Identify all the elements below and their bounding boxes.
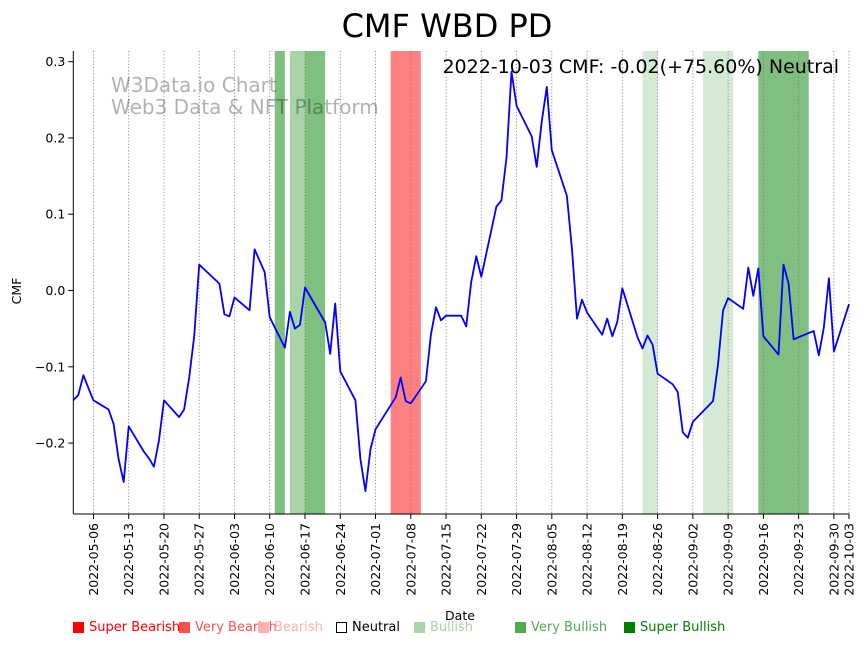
legend-label: Very Bullish [531, 620, 608, 635]
x-tick-label: 2022-07-22 [474, 523, 489, 596]
legend-item-bullish: Bullish [414, 620, 473, 635]
watermark-line-1: W3Data.io Chart [111, 73, 277, 97]
signal-bands [274, 51, 809, 514]
x-tick-label: 2022-06-17 [298, 523, 313, 596]
x-tick-label: 2022-07-08 [403, 523, 418, 596]
legend-item-super-bearish: Super Bearish [73, 620, 180, 635]
x-tick-label: 2022-07-15 [439, 523, 454, 596]
latest-value-annotation: 2022-10-03 CMF: -0.02(+75.60%) Neutral [442, 56, 839, 78]
legend-swatch [414, 622, 425, 633]
y-tick-label: 0.3 [45, 54, 65, 69]
y-tick-label: 0.1 [45, 207, 65, 222]
y-tick-label: −0.2 [35, 436, 65, 451]
x-tick-label: 2022-08-12 [580, 523, 595, 596]
legend-label: Super Bullish [640, 620, 726, 635]
x-tick-label: 2022-09-30 [826, 523, 841, 596]
legend-label: Bullish [430, 620, 474, 635]
y-tick-label: 0.0 [45, 283, 65, 298]
legend-swatch [179, 622, 190, 633]
x-tick-label: 2022-09-23 [791, 523, 806, 596]
legend-swatch [73, 622, 84, 633]
band-very-bullish [758, 51, 809, 514]
legend-label: Bearish [274, 620, 323, 635]
x-tick-label: 2022-05-13 [121, 523, 136, 596]
band-bullish [289, 51, 306, 514]
legend-item-very-bearish: Very Bearish [179, 620, 277, 635]
legend-swatch [624, 622, 635, 633]
legend-swatch [336, 622, 347, 633]
legend-item-bearish: Bearish [258, 620, 323, 635]
x-axis-label: Date [445, 608, 475, 623]
x-tick-label: 2022-10-03 [842, 523, 857, 596]
legend-item-very-bullish: Very Bullish [515, 620, 607, 635]
x-tick-label: 2022-09-02 [685, 523, 700, 596]
legend-swatch [258, 622, 269, 633]
legend-item-neutral: Neutral [336, 620, 400, 635]
band-very-bullish [274, 51, 285, 514]
band-very-bearish [390, 51, 421, 514]
x-tick-label: 2022-08-26 [650, 523, 665, 596]
legend-label: Neutral [352, 620, 400, 635]
band-very-bullish [305, 51, 326, 514]
y-tick-label: 0.2 [45, 130, 65, 145]
chart-title: CMF WBD PD [342, 7, 553, 45]
x-tick-label: 2022-05-20 [156, 523, 171, 596]
band-bullish [702, 51, 734, 514]
x-tick-label: 2022-05-27 [192, 523, 207, 596]
x-tick-label: 2022-08-19 [615, 523, 630, 596]
x-tick-label: 2022-09-16 [756, 523, 771, 596]
legend-swatch [515, 622, 526, 633]
grid-lines [93, 51, 850, 514]
x-tick-label: 2022-07-01 [368, 523, 383, 596]
axes: 2022-05-06 2022-05-13 2022-05-20 2022-05-27… [35, 51, 857, 596]
x-tick-label: 2022-06-24 [333, 523, 348, 596]
x-tick-label: 2022-06-03 [227, 523, 242, 596]
watermark-line-2: Web3 Data & NFT Platform [111, 95, 379, 119]
x-tick-label: 2022-07-29 [509, 523, 524, 596]
x-tick-label: 2022-06-10 [262, 523, 277, 596]
legend-label: Super Bearish [89, 620, 181, 635]
x-tick-label: 2022-08-05 [544, 523, 559, 596]
cmf-series-line [72, 70, 850, 493]
x-tick-label: 2022-05-06 [86, 523, 101, 596]
x-tick-label: 2022-09-09 [721, 523, 736, 596]
watermark: W3Data.io Chart Web3 Data & NFT Platform [111, 73, 379, 119]
band-bullish [642, 51, 658, 514]
legend-label: Very Bearish [195, 620, 277, 635]
y-axis-label: CMF [9, 278, 24, 305]
y-tick-label: −0.1 [35, 359, 65, 374]
legend-item-super-bullish: Super Bullish [624, 620, 725, 635]
